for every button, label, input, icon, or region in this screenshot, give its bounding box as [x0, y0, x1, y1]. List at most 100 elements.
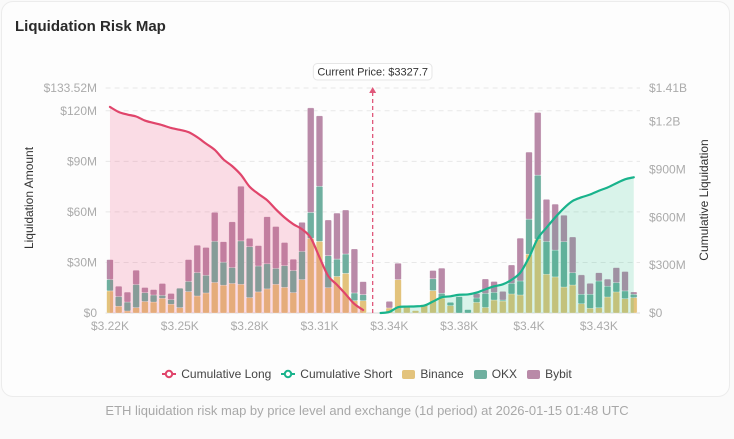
x-tick-label: $3.22K — [91, 319, 129, 333]
current-price-marker: Current Price: $3327.7 — [312, 63, 433, 313]
bar-bybit[interactable] — [604, 278, 612, 287]
bar-bybit[interactable] — [499, 291, 507, 301]
bar-okx[interactable] — [176, 287, 184, 308]
bar-bybit[interactable] — [438, 267, 446, 294]
y-right-tick-label: $600M — [649, 210, 686, 224]
current-price-label-box — [312, 63, 433, 81]
y-left-tick-label: $133.52M — [44, 81, 97, 95]
bar-bybit[interactable] — [595, 272, 603, 282]
bar-binance[interactable] — [411, 310, 420, 314]
bar-bybit[interactable] — [429, 270, 437, 280]
cumulative-long-line[interactable] — [108, 105, 365, 312]
legend-item-binance[interactable]: Binance — [402, 367, 464, 381]
bar-bybit[interactable] — [324, 219, 332, 256]
bar-bybit[interactable] — [350, 248, 358, 294]
exchange-bar-series — [106, 107, 638, 314]
bar-bybit[interactable] — [342, 209, 350, 255]
bar-bybit[interactable] — [106, 259, 114, 280]
bar-bybit[interactable] — [202, 247, 210, 276]
bar-bybit[interactable] — [141, 287, 149, 293]
bar-bybit[interactable] — [237, 186, 245, 242]
bar-okx[interactable] — [534, 174, 542, 240]
bar-bybit[interactable] — [333, 212, 341, 260]
legend-item-bybit[interactable]: Bybit — [527, 367, 572, 381]
bar-bybit[interactable] — [150, 289, 158, 296]
x-tick-label: $3.4K — [513, 319, 544, 333]
legend-item-cumulative-short[interactable]: Cumulative Short — [281, 367, 392, 381]
bar-bybit[interactable] — [621, 271, 629, 292]
y-left-tick-label: $120M — [60, 104, 97, 118]
bar-bybit[interactable] — [132, 269, 140, 285]
bar-bybit[interactable] — [123, 291, 131, 303]
bar-bybit[interactable] — [254, 245, 262, 267]
y-axis-left-title: Liquidation Amount — [22, 146, 36, 249]
bar-bybit[interactable] — [219, 241, 227, 263]
legend-item-okx[interactable]: OKX — [473, 367, 518, 381]
bar-okx[interactable] — [342, 253, 350, 274]
y-right-tick-label: $0 — [649, 306, 663, 320]
bar-bybit[interactable] — [272, 226, 280, 269]
bar-bybit[interactable] — [158, 283, 166, 296]
legend-label: Cumulative Long — [181, 367, 272, 381]
bar-okx[interactable] — [359, 294, 367, 301]
bar-bybit[interactable] — [263, 216, 271, 265]
cumulative-short-line[interactable] — [379, 176, 635, 315]
chart-legend: Cumulative Long Cumulative Short Binance… — [0, 366, 734, 382]
x-tick-label: $3.31K — [300, 319, 338, 333]
bar-okx[interactable] — [455, 296, 463, 314]
bar-bybit[interactable] — [281, 242, 289, 266]
card-title: Liquidation Risk Map — [15, 18, 166, 35]
x-tick-label: $3.43K — [580, 319, 618, 333]
y-left-tick-label: $90M — [67, 154, 97, 168]
bar-okx[interactable] — [350, 292, 358, 301]
x-tick-label: $3.34K — [370, 319, 408, 333]
bar-bybit[interactable] — [184, 259, 193, 282]
bar-bybit[interactable] — [560, 215, 568, 242]
bar-bybit[interactable] — [246, 238, 254, 247]
bar-bybit[interactable] — [211, 212, 219, 242]
bar-bybit[interactable] — [577, 274, 585, 295]
bar-bybit[interactable] — [228, 221, 236, 268]
bar-okx[interactable] — [464, 309, 472, 314]
line-circle-icon — [162, 369, 177, 379]
legend-label: Bybit — [545, 367, 572, 381]
liquidation-risk-chart: Liquidation Amount Cumulative Liquidatio… — [22, 63, 711, 333]
y-right-tick-label: $1.2B — [649, 115, 680, 129]
y-left-tick-label: $60M — [67, 205, 97, 219]
bar-bybit[interactable] — [385, 301, 393, 309]
bar-bybit[interactable] — [193, 245, 201, 273]
legend-label: OKX — [491, 367, 518, 381]
bar-okx[interactable] — [333, 258, 341, 277]
bar-bybit[interactable] — [569, 236, 577, 273]
bar-okx[interactable] — [525, 218, 533, 255]
bar-bybit[interactable] — [167, 293, 175, 300]
color-swatch-icon — [527, 369, 541, 379]
arrow-up-icon — [369, 87, 377, 93]
chart-caption: ETH liquidation risk map by price level … — [105, 403, 629, 418]
bar-bybit[interactable] — [394, 263, 402, 280]
bar-okx[interactable] — [315, 186, 324, 242]
legend-item-cumulative-long[interactable]: Cumulative Long — [162, 367, 271, 381]
bar-okx[interactable] — [446, 302, 454, 306]
y-left-tick-label: $30M — [67, 255, 97, 269]
bar-bybit[interactable] — [534, 112, 542, 176]
cumulative-line-series — [108, 105, 635, 315]
bar-bybit[interactable] — [612, 267, 620, 283]
color-swatch-icon — [473, 369, 487, 379]
bar-bybit[interactable] — [289, 258, 297, 271]
bar-bybit[interactable] — [307, 107, 315, 213]
bar-bybit[interactable] — [359, 281, 367, 295]
bar-okx[interactable] — [429, 278, 437, 291]
bar-bybit[interactable] — [586, 283, 594, 295]
bar-bybit[interactable] — [115, 285, 123, 297]
color-swatch-icon — [402, 369, 416, 379]
y-right-tick-label: $300M — [649, 258, 686, 272]
cumulative-short-area — [380, 177, 634, 313]
x-tick-label: $3.28K — [231, 319, 269, 333]
bar-bybit[interactable] — [630, 291, 638, 295]
bar-bybit[interactable] — [525, 151, 533, 220]
y-axis-right-title: Cumulative Liquidation — [697, 139, 711, 260]
axes: Liquidation Amount Cumulative Liquidatio… — [22, 81, 711, 333]
bar-bybit[interactable] — [315, 115, 324, 187]
x-tick-label: $3.38K — [440, 319, 478, 333]
